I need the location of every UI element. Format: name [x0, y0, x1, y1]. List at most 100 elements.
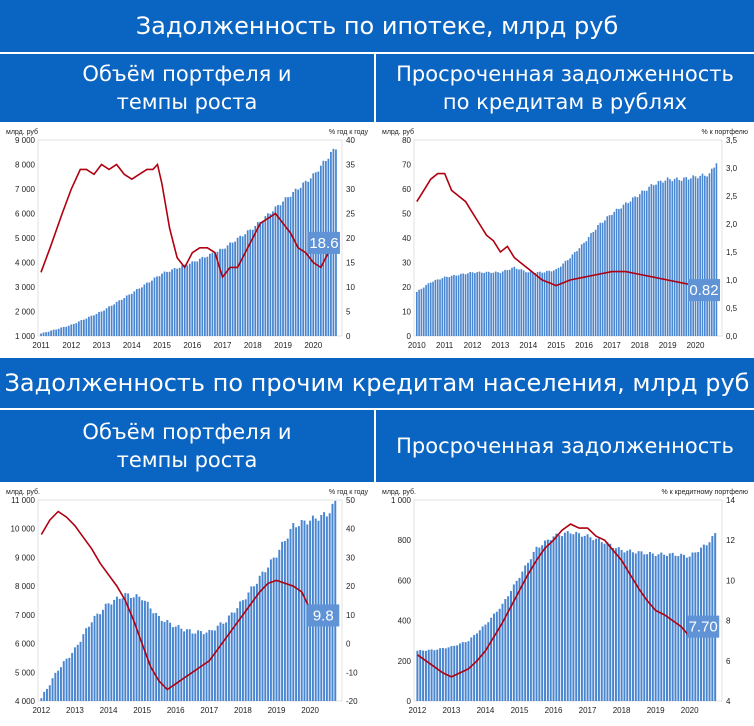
other-volume-bar [101, 609, 104, 701]
mortgage-overdue-bar [706, 176, 708, 336]
other-volume-chart-svg: млрд. руб. % год к году 4 000 5 000 6 000 7 0… [6, 488, 368, 715]
mortgage-volume-bar [146, 282, 148, 336]
mortgage-volume-bar [297, 189, 300, 336]
other-volume-bar [40, 698, 43, 701]
mortgage-volume-bar [226, 245, 229, 336]
mortgage-volume-y2-tick-label: 10 [346, 283, 355, 292]
other-volume-bar [303, 520, 306, 701]
other-volume-subheader: Объём портфеля и темпы роста [0, 410, 374, 482]
mortgage-volume-bar [123, 298, 126, 336]
mortgage-volume-bar [198, 258, 201, 336]
mortgage-volume-bar [40, 333, 42, 336]
other-volume-x-tick-label: 2014 [100, 706, 118, 715]
mortgage-volume-bar [128, 294, 131, 336]
other-volume-bar [247, 592, 250, 701]
mortgage-volume-y2-tick-label: 5 [346, 308, 351, 317]
mortgage-overdue-bar [492, 272, 495, 336]
mortgage-volume-bar [264, 216, 267, 336]
other-overdue-bar [484, 624, 487, 701]
other-overdue-bar [467, 641, 470, 701]
other-volume-subheader-text: Объём портфеля и темпы роста [82, 420, 292, 472]
other-volume-bar [124, 592, 127, 701]
mortgage-volume-bar [188, 263, 191, 336]
other-volume-bar [183, 631, 186, 701]
other-overdue-x-tick-label: 2015 [511, 706, 529, 715]
other-volume-bar [65, 658, 68, 701]
mortgage-overdue-y-tick-label: 60 [402, 185, 411, 194]
mortgage-overdue-bar [643, 190, 646, 336]
other-overdue-bar [586, 534, 589, 701]
other-overdue-bar [532, 551, 535, 701]
other-overdue-bar [640, 551, 643, 701]
mortgage-volume-bar [110, 305, 113, 336]
other-volume-chart: млрд. руб. % год к году 4 000 5 000 6 000 7 0… [4, 484, 370, 721]
mortgage-volume-bar [52, 329, 55, 336]
other-volume-line [40, 510, 336, 691]
other-volume-bar [57, 670, 60, 701]
mortgage-volume-bar [246, 230, 249, 336]
other-volume-bar [216, 625, 219, 701]
other-overdue-bar [663, 554, 666, 701]
mortgage-volume-bar [261, 220, 264, 336]
mortgage-overdue-bar [529, 271, 532, 336]
mortgage-overdue-bar [427, 283, 430, 336]
mortgage-overdue-bar [497, 272, 499, 336]
mortgage-volume-bar [55, 329, 58, 336]
other-overdue-bar [677, 556, 680, 701]
other-volume-bar [138, 596, 141, 701]
mortgage-overdue-x-tick-label: 2017 [603, 341, 621, 350]
mortgage-volume-bar [168, 271, 171, 336]
mortgage-overdue-y-tick-label: 20 [402, 283, 411, 292]
mortgage-volume-bar [181, 265, 184, 336]
other-volume-bar [115, 596, 118, 701]
mortgage-volume-bar [88, 316, 90, 336]
mortgage-volume-bar [284, 197, 287, 336]
mortgage-overdue-x-tick-label: 2013 [492, 341, 510, 350]
other-volume-bar [71, 652, 74, 701]
other-volume-bar [180, 628, 183, 701]
other-volume-bar [275, 557, 278, 701]
mortgage-overdue-bar [448, 277, 451, 336]
other-overdue-right-unit: % к кредитному портфелю [661, 489, 748, 496]
mortgage-volume-bar [70, 324, 73, 336]
other-volume-bar [253, 586, 256, 701]
mortgage-volume-x-tick-label: 2014 [123, 341, 141, 350]
mortgage-volume-bar [201, 256, 204, 336]
mortgage-volume-bar [50, 330, 52, 336]
other-volume-x-tick-label: 2012 [32, 706, 50, 715]
other-volume-bar [194, 633, 197, 701]
other-volume-bar [295, 527, 298, 701]
mortgage-overdue-bar [569, 258, 571, 336]
other-overdue-left-unit: млрд. руб. [382, 488, 416, 496]
mortgage-overdue-bar [455, 275, 458, 336]
mortgage-overdue-subheader-text: Просроченная задолженность по кредитам в… [396, 62, 734, 114]
other-overdue-bar [521, 571, 524, 701]
other-volume-bar [281, 541, 284, 701]
other-overdue-bar [450, 646, 453, 701]
mortgage-overdue-bar [494, 271, 497, 336]
mortgage-volume-right-unit: % год к году [329, 129, 369, 136]
other-overdue-bar [620, 550, 623, 701]
mortgage-volume-bar [140, 287, 143, 336]
other-volume-bar [227, 615, 230, 701]
other-overdue-y-tick-label: 800 [398, 536, 412, 545]
mortgage-overdue-x-tick-label: 2016 [575, 341, 593, 350]
mortgage-volume-bars [40, 148, 337, 336]
mortgage-volume-bar [153, 277, 156, 336]
other-volume-bar [104, 603, 107, 701]
mortgage-volume-bar [241, 236, 244, 336]
other-volume-bar [177, 625, 180, 701]
mortgage-volume-bar [256, 222, 259, 336]
mortgage-volume-bar [244, 234, 247, 336]
other-overdue-y2-tick-label: 14 [726, 496, 735, 505]
mortgage-overdue-bar [671, 181, 674, 336]
mortgage-volume-y2-tick-label: 40 [346, 136, 355, 145]
other-overdue-bar [646, 554, 649, 701]
other-volume-bar [99, 614, 102, 701]
other-volume-bar [118, 598, 121, 701]
other-volume-y-tick-label: 5 000 [15, 668, 36, 677]
other-overdue-bar [572, 534, 575, 701]
other-volume-bar [233, 612, 236, 701]
mortgage-overdue-y2-tick-label: 3,0 [726, 164, 738, 173]
other-volume-bar [129, 597, 132, 701]
